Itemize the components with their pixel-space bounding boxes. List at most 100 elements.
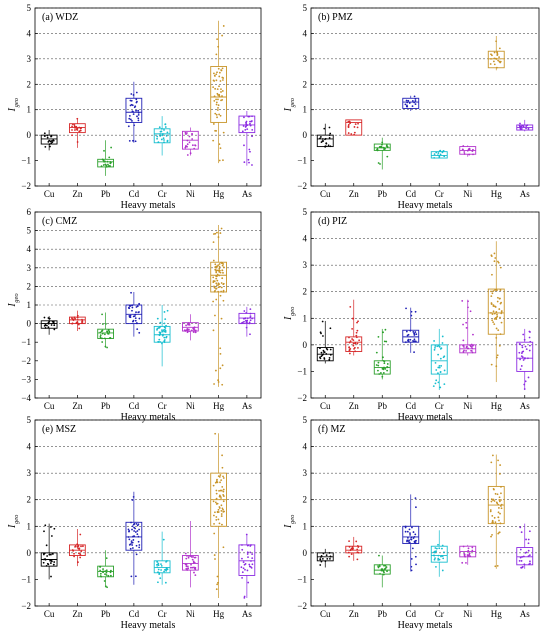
- data-point: [462, 339, 465, 342]
- data-point: [441, 335, 444, 338]
- data-point: [499, 512, 501, 515]
- data-point: [216, 273, 219, 276]
- data-point: [328, 358, 331, 361]
- data-point: [356, 558, 359, 561]
- data-point: [520, 531, 523, 534]
- data-point: [386, 155, 389, 158]
- x-tick-label: Cu: [44, 189, 55, 199]
- data-point: [437, 353, 440, 356]
- data-point: [525, 538, 527, 541]
- data-point: [222, 299, 225, 302]
- data-point: [74, 317, 76, 320]
- data-point: [80, 545, 82, 548]
- data-point: [493, 57, 496, 60]
- data-point: [322, 140, 325, 142]
- y-tick-label: 0: [303, 340, 308, 350]
- data-point: [497, 532, 500, 535]
- box-as: [238, 115, 256, 134]
- data-point: [192, 327, 195, 330]
- data-point: [135, 98, 138, 101]
- data-point: [496, 564, 499, 567]
- data-point: [415, 506, 417, 509]
- data-point: [132, 496, 135, 498]
- data-point: [137, 111, 140, 114]
- panel-title: (d) PIZ: [318, 216, 347, 227]
- data-point: [220, 88, 222, 91]
- data-point: [131, 120, 133, 122]
- data-point: [135, 553, 138, 556]
- data-point: [215, 103, 218, 106]
- box-cd: [402, 525, 420, 545]
- data-point: [243, 310, 246, 312]
- data-point: [500, 301, 503, 304]
- data-point: [48, 320, 51, 323]
- plot-frame: [34, 419, 262, 607]
- data-point: [527, 357, 529, 360]
- data-point: [135, 322, 138, 324]
- y-tick-label: 1: [303, 521, 308, 531]
- data-point: [377, 361, 380, 364]
- data-point: [215, 79, 218, 82]
- data-point: [496, 493, 499, 496]
- data-point: [433, 348, 436, 351]
- data-point: [519, 556, 522, 559]
- data-point: [44, 327, 47, 329]
- data-point: [349, 305, 352, 308]
- data-point: [248, 161, 250, 164]
- data-point: [217, 282, 220, 285]
- data-point: [220, 317, 223, 320]
- data-point: [522, 359, 525, 361]
- data-point: [521, 344, 523, 347]
- data-point: [348, 555, 351, 558]
- box-zn: [345, 336, 363, 352]
- plot-frame: [310, 7, 540, 187]
- data-point: [43, 132, 46, 135]
- data-point: [107, 574, 110, 577]
- data-point: [222, 159, 224, 162]
- data-point: [216, 71, 218, 74]
- data-point: [163, 311, 166, 313]
- data-point: [496, 296, 499, 299]
- y-tick-label: −3: [21, 374, 31, 384]
- data-point: [186, 154, 189, 156]
- data-point: [130, 291, 132, 294]
- data-point: [437, 344, 440, 347]
- data-point: [48, 143, 51, 146]
- y-axis-label-sub: geo: [289, 306, 296, 316]
- data-point: [214, 432, 217, 435]
- data-point: [498, 308, 501, 310]
- y-tick-label: 5: [303, 415, 308, 425]
- data-point: [101, 337, 103, 340]
- data-point: [521, 350, 524, 353]
- data-point: [524, 552, 527, 554]
- data-point: [138, 302, 141, 305]
- data-point: [521, 124, 524, 127]
- data-point: [326, 557, 329, 560]
- data-point: [74, 545, 77, 547]
- data-point: [105, 322, 107, 325]
- data-point: [492, 487, 495, 490]
- data-point: [405, 307, 407, 310]
- data-point: [495, 66, 498, 69]
- data-point: [493, 51, 496, 54]
- data-point: [163, 570, 165, 573]
- data-point: [324, 137, 327, 140]
- data-point: [435, 369, 438, 371]
- data-point: [50, 324, 53, 326]
- data-point: [158, 573, 161, 576]
- data-point: [241, 321, 244, 324]
- data-point: [381, 143, 383, 146]
- data-point: [323, 127, 326, 130]
- data-point: [163, 141, 165, 144]
- data-point: [439, 357, 442, 360]
- data-point: [519, 358, 521, 361]
- data-point: [355, 336, 358, 339]
- data-point: [406, 530, 409, 533]
- data-point: [322, 552, 325, 555]
- data-point: [519, 368, 522, 371]
- data-point: [383, 340, 386, 343]
- data-point: [110, 569, 112, 572]
- data-point: [212, 484, 215, 487]
- data-point: [46, 555, 49, 557]
- data-point: [241, 544, 243, 546]
